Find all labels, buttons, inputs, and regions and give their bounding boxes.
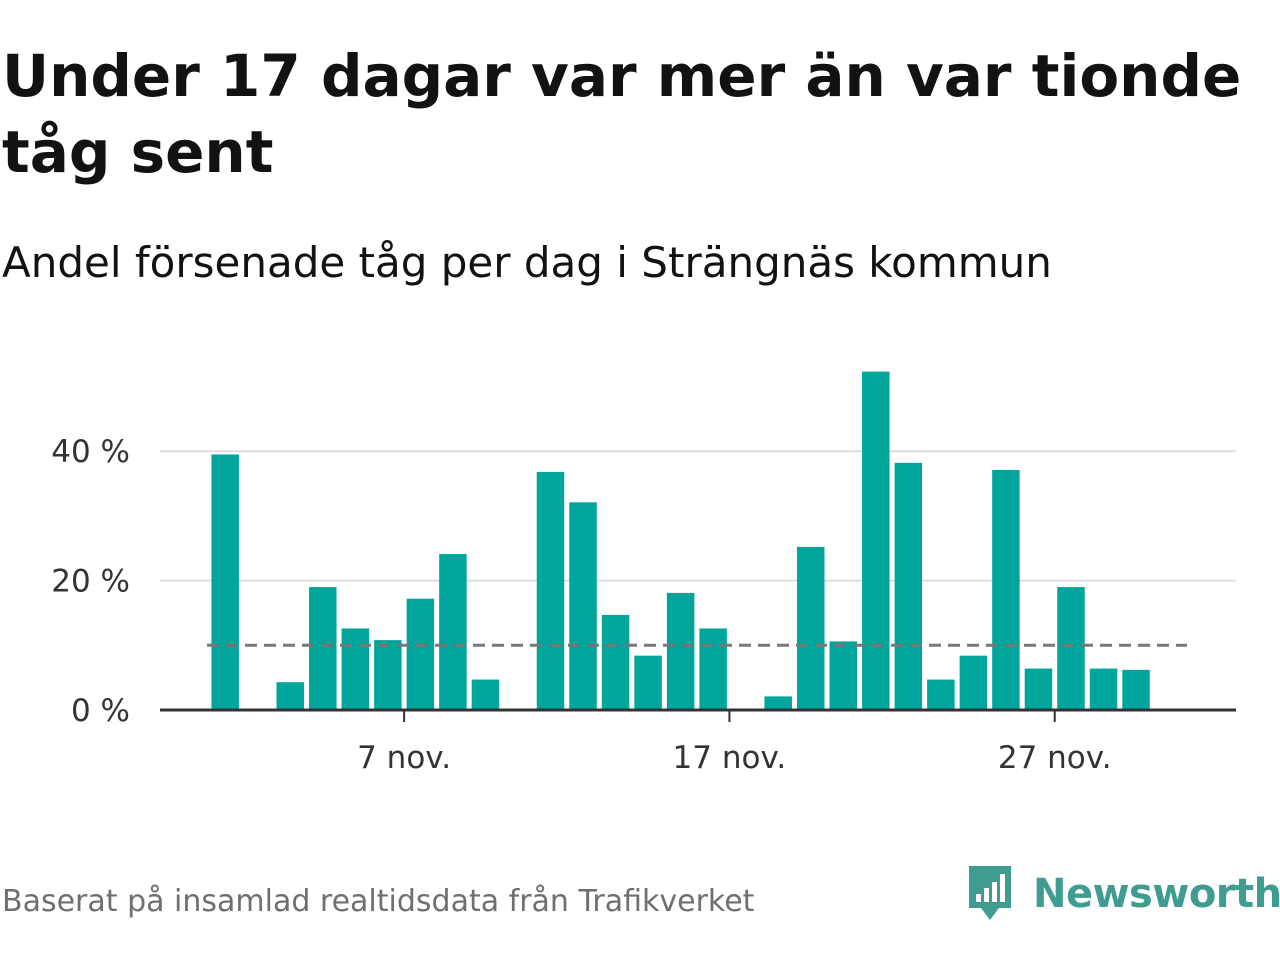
y-tick-label: 40 % xyxy=(51,434,130,470)
y-tick-label: 20 % xyxy=(51,564,130,600)
bar xyxy=(276,682,305,710)
bar xyxy=(634,655,662,710)
bar xyxy=(959,655,988,710)
bar xyxy=(406,598,435,710)
bar xyxy=(374,640,402,710)
bar xyxy=(829,641,858,710)
bar xyxy=(862,371,890,710)
bar xyxy=(1057,587,1085,710)
grid-lines xyxy=(160,450,1236,582)
bar xyxy=(992,469,1020,710)
bar xyxy=(569,502,597,710)
bar xyxy=(536,471,565,710)
newsworthy-logo-icon xyxy=(969,866,1011,920)
source-note: Baserat på insamlad realtidsdata från Tr… xyxy=(2,884,755,919)
brand-logo: Newsworthy xyxy=(965,862,1280,926)
bar xyxy=(1024,668,1053,710)
bar xyxy=(1089,668,1118,710)
bar xyxy=(341,628,370,710)
bar xyxy=(439,554,467,710)
bar xyxy=(309,587,337,710)
x-tick-label: 27 nov. xyxy=(998,740,1112,776)
bar xyxy=(211,454,239,710)
x-tick-label: 17 nov. xyxy=(673,740,787,776)
brand-name: Newsworthy xyxy=(1033,871,1280,917)
bar xyxy=(894,462,923,710)
bar xyxy=(796,546,825,710)
bar xyxy=(666,592,695,710)
bar xyxy=(1122,669,1150,710)
x-tick-label: 7 nov. xyxy=(357,740,451,776)
chart-subtitle: Andel försenade tåg per dag i Strängnäs … xyxy=(2,238,1052,287)
bar xyxy=(927,679,955,710)
bar xyxy=(471,679,500,710)
bar xyxy=(764,696,792,710)
y-tick-label: 0 % xyxy=(71,693,130,729)
bar xyxy=(699,628,727,710)
bars xyxy=(211,371,1150,710)
axes: 0 % 20 % 40 % 7 nov. 17 nov. 27 nov. xyxy=(51,434,1236,776)
chart-title: Under 17 dagar var mer än var tionde tåg… xyxy=(2,42,1242,186)
bar xyxy=(601,614,630,710)
